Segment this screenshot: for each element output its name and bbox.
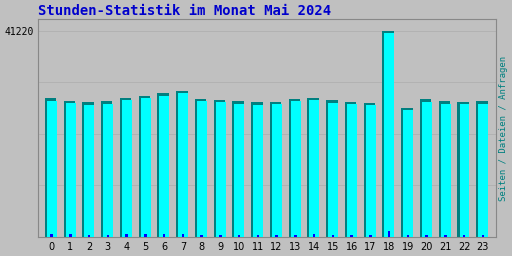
Bar [326,100,337,237]
Bar [350,235,353,237]
Bar [369,235,372,237]
Bar [407,235,409,237]
Bar [459,104,470,237]
Bar [478,104,488,237]
Bar [425,234,428,237]
Bar [403,110,413,237]
Bar [195,99,206,237]
Text: Stunden-Statistik im Monat Mai 2024: Stunden-Statistik im Monat Mai 2024 [38,4,332,18]
Bar [101,101,113,237]
Bar [125,234,128,237]
Bar [88,235,90,237]
Bar [232,101,244,237]
Bar [159,96,169,237]
Bar [141,98,151,237]
Bar [200,234,203,237]
Bar [66,103,76,237]
Bar [441,104,451,237]
Bar [82,102,94,237]
Bar [50,234,53,237]
Bar [257,235,259,237]
Bar [388,231,390,237]
Bar [309,100,319,237]
Bar [364,103,375,237]
Bar [482,234,484,237]
Bar [463,235,465,237]
Bar [328,103,338,237]
Bar [382,31,394,237]
Y-axis label: Seiten / Dateien / Anfragen: Seiten / Dateien / Anfragen [499,56,508,201]
Bar [122,100,132,237]
Bar [307,98,319,237]
Bar [182,234,184,237]
Bar [45,98,56,237]
Bar [106,234,109,237]
Bar [157,93,169,237]
Bar [385,33,394,237]
Bar [178,93,188,237]
Bar [439,101,450,237]
Bar [444,234,446,237]
Bar [291,101,301,237]
Bar [251,102,263,237]
Bar [422,102,432,237]
Bar [139,96,150,237]
Bar [176,91,187,237]
Bar [69,234,72,237]
Bar [345,102,356,237]
Bar [238,235,240,237]
Bar [420,99,431,237]
Bar [216,102,226,237]
Bar [272,104,282,237]
Bar [84,105,94,237]
Bar [401,108,413,237]
Bar [275,235,278,237]
Bar [103,104,113,237]
Bar [63,101,75,237]
Bar [332,234,334,237]
Bar [47,101,57,237]
Bar [457,102,469,237]
Bar [270,102,281,237]
Bar [214,100,225,237]
Bar [313,234,315,237]
Bar [144,234,146,237]
Bar [234,104,244,237]
Bar [219,234,222,237]
Bar [347,104,357,237]
Bar [120,98,131,237]
Bar [294,234,296,237]
Bar [253,105,263,237]
Bar [476,101,487,237]
Bar [289,99,300,237]
Bar [366,105,376,237]
Bar [163,234,165,237]
Bar [197,101,207,237]
